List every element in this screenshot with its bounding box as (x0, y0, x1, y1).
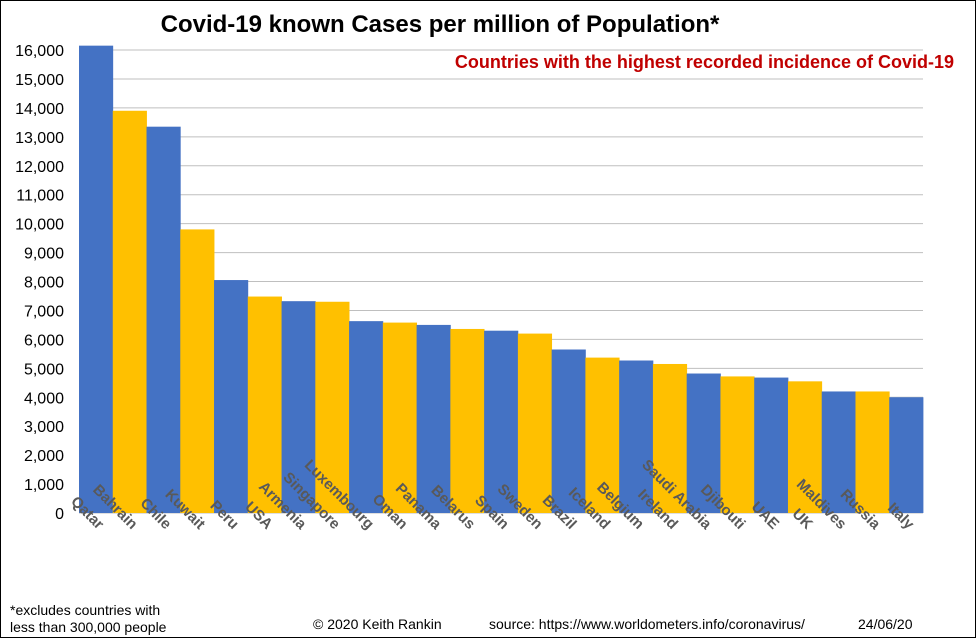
bars (79, 45, 924, 514)
bar-iceland (585, 357, 620, 513)
y-tick-label: 1,000 (24, 477, 64, 494)
title-backdrop (50, 6, 276, 46)
y-tick-label: 2,000 (24, 448, 64, 465)
bar-qatar (79, 45, 114, 514)
bar-panama (416, 324, 451, 513)
bar-brazil (551, 349, 586, 513)
footnote-line-1: *excludes countries with (10, 602, 160, 618)
bar-singapore (315, 301, 350, 513)
footnote-line-2: less than 300,000 people (10, 619, 167, 635)
y-tick-label: 9,000 (24, 246, 64, 263)
chart-subtitle: Countries with the highest recorded inci… (455, 52, 954, 72)
credit-text: © 2020 Keith Rankin (313, 616, 442, 632)
bar-sweden (517, 333, 553, 513)
bar-spain (484, 330, 519, 513)
date-text: 24/06/20 (858, 616, 913, 632)
y-tick-label: 0 (55, 506, 64, 523)
bar-uk (787, 381, 823, 513)
bar-belgium (619, 360, 654, 513)
y-tick-label: 8,000 (24, 275, 64, 292)
chart-title: Covid-19 known Cases per million of Popu… (161, 11, 720, 38)
bar-ireland (652, 363, 688, 513)
y-tick-label: 10,000 (15, 217, 64, 234)
bar-saudi-arabia (686, 373, 721, 513)
bar-oman (382, 322, 417, 513)
bar-usa (247, 296, 282, 513)
y-tick-label: 4,000 (24, 390, 64, 407)
y-tick-label: 11,000 (16, 188, 64, 205)
bar-luxembourg (349, 321, 384, 513)
bar-uae (754, 377, 789, 513)
y-tick-label: 7,000 (24, 303, 64, 320)
bar-peru (214, 280, 249, 513)
y-tick-label: 16,000 (15, 43, 64, 60)
y-tick-label: 6,000 (24, 332, 64, 349)
y-tick-label: 15,000 (15, 72, 64, 89)
y-tick-label: 13,000 (15, 130, 64, 147)
y-tick-label: 12,000 (15, 159, 64, 176)
bar-bahrain (112, 110, 147, 514)
bar-italy (889, 397, 924, 513)
bar-chile (146, 126, 181, 513)
y-tick-label: 3,000 (24, 419, 64, 436)
y-tick-label: 14,000 (15, 101, 64, 118)
bar-armenia (281, 301, 316, 513)
bar-russia (855, 391, 890, 513)
source-text: source: https://www.worldometers.info/co… (489, 616, 805, 632)
y-tick-label: 5,000 (24, 361, 64, 378)
bar-maldives (821, 391, 856, 513)
y-axis-ticks: 0 1,000 2,000 3,000 4,000 5,000 6,000 7,000 8,00… (15, 43, 64, 523)
bar-djibouti (720, 376, 755, 513)
bar-belarus (450, 328, 485, 513)
bar-kuwait (180, 229, 215, 513)
